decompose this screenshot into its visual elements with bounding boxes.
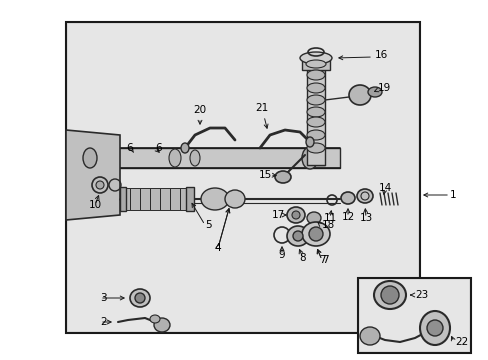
Ellipse shape bbox=[291, 211, 299, 219]
Ellipse shape bbox=[274, 171, 290, 183]
Bar bbox=[180, 188, 190, 210]
Bar bbox=[357, 278, 470, 353]
Ellipse shape bbox=[306, 107, 325, 117]
Ellipse shape bbox=[340, 192, 354, 204]
Ellipse shape bbox=[306, 130, 325, 140]
Text: 14: 14 bbox=[378, 183, 391, 193]
Text: 6: 6 bbox=[155, 143, 162, 153]
Bar bbox=[376, 290, 402, 300]
Bar bbox=[140, 188, 150, 210]
Bar bbox=[302, 58, 329, 70]
Text: 15: 15 bbox=[258, 170, 271, 180]
Ellipse shape bbox=[308, 227, 323, 241]
Text: 19: 19 bbox=[377, 83, 390, 93]
Text: 11: 11 bbox=[323, 213, 336, 223]
Text: 5: 5 bbox=[204, 220, 211, 230]
Ellipse shape bbox=[224, 190, 244, 208]
Text: 4: 4 bbox=[214, 243, 221, 253]
Ellipse shape bbox=[305, 137, 313, 147]
Ellipse shape bbox=[83, 148, 97, 168]
Ellipse shape bbox=[286, 226, 308, 246]
Ellipse shape bbox=[359, 327, 379, 345]
Text: 6: 6 bbox=[126, 143, 133, 153]
Bar bbox=[120, 188, 130, 210]
Ellipse shape bbox=[201, 188, 228, 210]
Ellipse shape bbox=[150, 315, 160, 323]
Text: 20: 20 bbox=[193, 105, 206, 115]
Ellipse shape bbox=[373, 281, 405, 309]
Text: 2: 2 bbox=[100, 317, 106, 327]
Ellipse shape bbox=[426, 320, 442, 336]
Ellipse shape bbox=[169, 149, 181, 167]
Ellipse shape bbox=[292, 231, 303, 241]
Polygon shape bbox=[66, 130, 120, 220]
Ellipse shape bbox=[367, 87, 381, 97]
Bar bbox=[185, 187, 194, 211]
Bar bbox=[160, 188, 170, 210]
Bar bbox=[306, 70, 325, 165]
Text: 22: 22 bbox=[454, 337, 468, 347]
Ellipse shape bbox=[299, 52, 331, 64]
Bar bbox=[130, 188, 140, 210]
Text: 13: 13 bbox=[359, 213, 372, 223]
Ellipse shape bbox=[305, 60, 325, 68]
Text: 16: 16 bbox=[374, 50, 387, 60]
Text: 9: 9 bbox=[278, 250, 285, 260]
Ellipse shape bbox=[130, 289, 150, 307]
Ellipse shape bbox=[356, 189, 372, 203]
Ellipse shape bbox=[348, 85, 370, 105]
Text: 3: 3 bbox=[100, 293, 106, 303]
Text: 8: 8 bbox=[299, 253, 305, 263]
Ellipse shape bbox=[306, 143, 325, 153]
Ellipse shape bbox=[306, 212, 320, 224]
Ellipse shape bbox=[286, 207, 305, 223]
Ellipse shape bbox=[190, 150, 200, 166]
Bar bbox=[359, 280, 468, 351]
Bar bbox=[68, 24, 417, 331]
Ellipse shape bbox=[302, 147, 317, 169]
Text: 18: 18 bbox=[321, 220, 335, 230]
Ellipse shape bbox=[135, 293, 145, 303]
Text: 17: 17 bbox=[271, 210, 285, 220]
Ellipse shape bbox=[306, 117, 325, 127]
Ellipse shape bbox=[181, 143, 189, 153]
Ellipse shape bbox=[154, 318, 170, 332]
Text: 7: 7 bbox=[321, 255, 328, 265]
Ellipse shape bbox=[302, 222, 329, 246]
Text: 12: 12 bbox=[341, 212, 354, 222]
Text: 7: 7 bbox=[318, 255, 325, 265]
Text: 21: 21 bbox=[255, 103, 268, 113]
Text: 4: 4 bbox=[214, 243, 221, 253]
Bar bbox=[150, 188, 160, 210]
Bar bbox=[120, 187, 126, 211]
Bar bbox=[90, 148, 339, 168]
Ellipse shape bbox=[306, 83, 325, 93]
Bar bbox=[66, 22, 419, 333]
Text: 23: 23 bbox=[414, 290, 427, 300]
Text: 10: 10 bbox=[88, 200, 102, 210]
Ellipse shape bbox=[419, 311, 449, 345]
Ellipse shape bbox=[306, 70, 325, 80]
Text: 1: 1 bbox=[449, 190, 456, 200]
Ellipse shape bbox=[96, 181, 104, 189]
Ellipse shape bbox=[306, 95, 325, 105]
Ellipse shape bbox=[380, 286, 398, 304]
Bar bbox=[170, 188, 180, 210]
